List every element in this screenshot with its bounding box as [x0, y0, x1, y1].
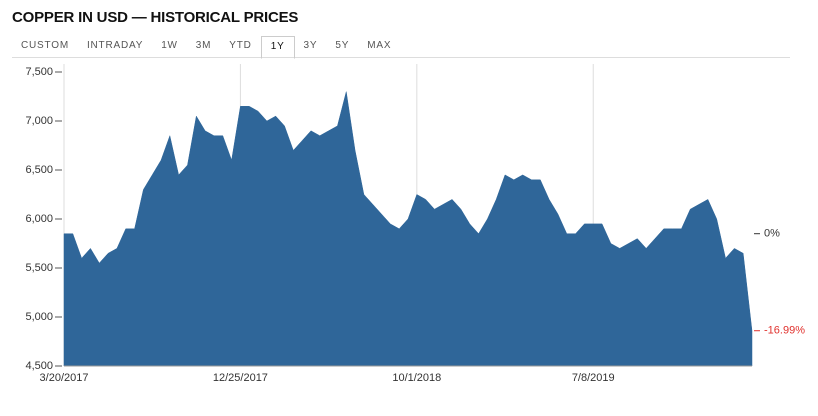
page-title: COPPER IN USD — HISTORICAL PRICES: [12, 9, 299, 26]
y-tick-label: 5,500: [25, 262, 53, 274]
range-tab[interactable]: INTRADAY: [86, 40, 144, 51]
range-tab[interactable]: YTD: [229, 40, 252, 51]
x-tick-label: 12/25/2017: [213, 372, 268, 384]
y-tick-label: 7,500: [25, 66, 53, 78]
range-tab[interactable]: 3M: [195, 40, 212, 51]
y-tick-label: 6,000: [25, 213, 53, 225]
range-tab[interactable]: 3Y: [303, 40, 318, 51]
change-label: -16.99%: [764, 325, 805, 337]
x-tick-label: 3/20/2017: [40, 372, 89, 384]
range-tabs: CUSTOM INTRADAY 1W 3M YTD 1Y 3Y 5Y MAX: [12, 36, 790, 59]
range-tab[interactable]: CUSTOM: [21, 40, 69, 51]
range-tab[interactable]: 1W: [161, 40, 178, 51]
range-tab[interactable]: MAX: [367, 40, 392, 51]
x-tick-label: 7/8/2019: [572, 372, 615, 384]
y-tick-label: 6,500: [25, 164, 53, 176]
price-area: [63, 91, 753, 367]
y-tick-label: 7,000: [25, 115, 53, 127]
range-tab[interactable]: 1Y: [260, 36, 295, 59]
y-tick-label: 5,000: [25, 311, 53, 323]
range-tab[interactable]: 5Y: [335, 40, 350, 51]
change-label: 0%: [764, 228, 780, 240]
y-tick-label: 4,500: [25, 360, 53, 372]
x-tick-label: 10/1/2018: [392, 372, 441, 384]
